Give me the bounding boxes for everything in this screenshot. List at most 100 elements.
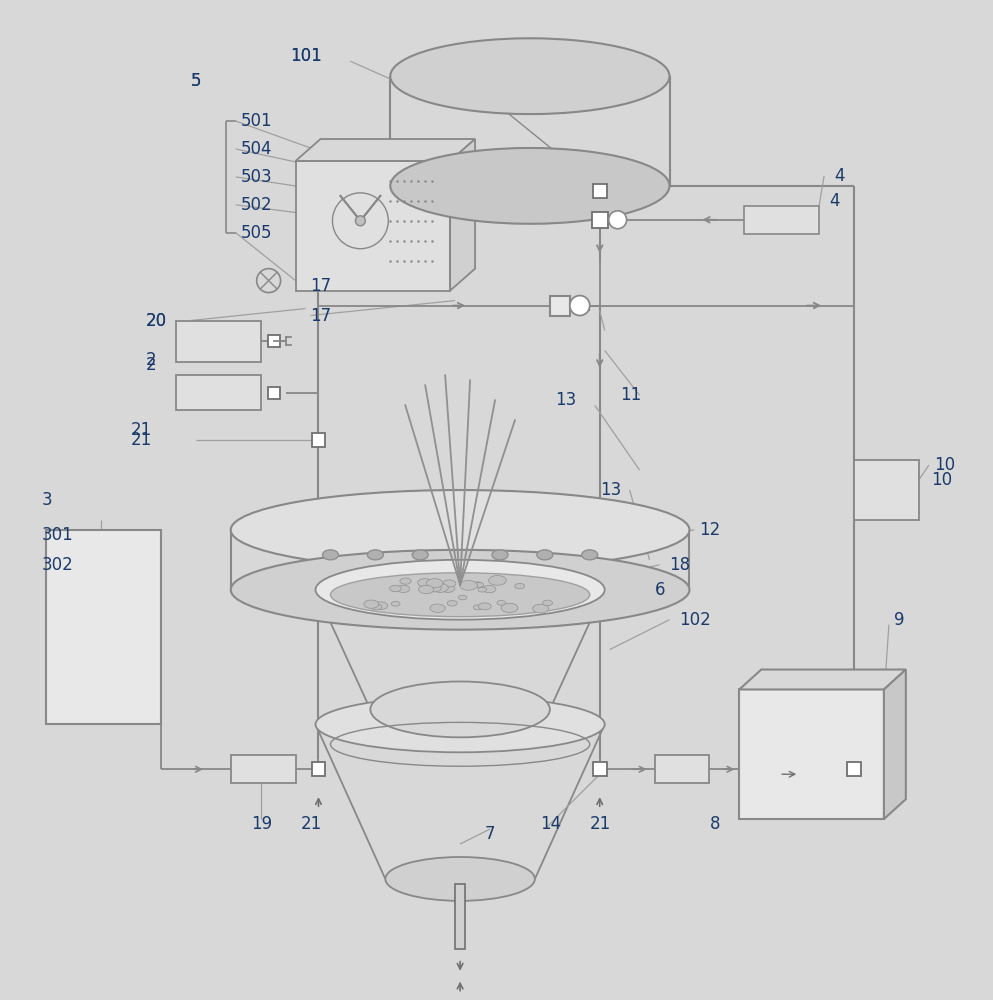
Text: 19: 19 [250,815,272,833]
Text: 4: 4 [834,167,845,185]
Ellipse shape [483,585,496,593]
Ellipse shape [430,604,445,612]
Text: 11: 11 [570,297,591,315]
Text: 7: 7 [485,825,496,843]
Bar [268,387,280,399]
Text: 21: 21 [610,187,631,205]
Ellipse shape [373,602,387,610]
Text: 101: 101 [291,47,323,65]
Ellipse shape [391,601,400,606]
Circle shape [256,269,281,293]
Ellipse shape [443,580,456,587]
Text: 21: 21 [131,421,152,439]
Ellipse shape [385,857,535,901]
Ellipse shape [501,603,518,613]
Text: 21: 21 [131,431,152,449]
Bar [176,321,260,362]
Ellipse shape [426,579,443,588]
Ellipse shape [390,148,669,224]
Text: 9: 9 [894,611,905,629]
Ellipse shape [396,585,410,593]
Ellipse shape [542,600,552,606]
Bar [296,161,450,291]
Ellipse shape [370,681,550,737]
Text: 12: 12 [699,521,721,539]
Ellipse shape [418,579,432,587]
Bar [455,884,465,949]
Text: 13: 13 [555,391,576,409]
Text: 10: 10 [930,471,952,489]
Text: 5: 5 [191,72,202,90]
Text: 14: 14 [540,815,561,833]
Ellipse shape [428,584,441,592]
Bar [268,335,280,347]
Bar [854,460,919,520]
Ellipse shape [532,604,549,613]
Polygon shape [296,139,475,161]
Bar [550,296,570,316]
Ellipse shape [331,573,590,617]
Text: 101: 101 [291,47,323,65]
Text: 21: 21 [301,815,322,833]
Ellipse shape [474,605,483,610]
Ellipse shape [537,550,553,560]
Ellipse shape [316,696,605,752]
Ellipse shape [389,585,401,592]
Polygon shape [740,670,906,689]
Text: 501: 501 [240,112,272,130]
Text: 504: 504 [240,140,272,158]
Text: 17: 17 [311,307,332,325]
Text: 505: 505 [240,224,272,242]
Bar [593,762,607,776]
Ellipse shape [371,604,381,610]
Ellipse shape [418,585,434,594]
Ellipse shape [367,550,383,560]
Ellipse shape [492,550,508,560]
Text: 2: 2 [146,356,157,374]
Bar [593,184,607,198]
Text: 13: 13 [600,481,621,499]
Text: 17: 17 [311,277,332,295]
Text: 302: 302 [42,556,73,574]
Ellipse shape [459,595,467,600]
Text: 4: 4 [829,192,839,210]
Text: 301: 301 [42,526,73,544]
Circle shape [570,296,590,316]
Ellipse shape [473,582,483,587]
Ellipse shape [582,550,598,560]
Text: 5: 5 [191,72,202,90]
Ellipse shape [316,560,605,620]
Polygon shape [450,139,475,291]
Ellipse shape [412,550,428,560]
Ellipse shape [496,600,505,605]
Circle shape [333,193,388,249]
Ellipse shape [323,550,339,560]
Text: 21: 21 [585,184,606,202]
Text: 11: 11 [620,386,640,404]
Circle shape [609,211,627,229]
Bar [847,762,861,776]
Bar [740,689,884,819]
Text: 8: 8 [709,815,720,833]
Ellipse shape [390,38,669,114]
Bar [230,755,296,783]
Text: 6: 6 [654,581,665,599]
Ellipse shape [475,583,484,587]
Text: 10: 10 [933,456,955,474]
Bar [312,433,326,447]
Ellipse shape [479,603,492,610]
Ellipse shape [230,490,689,570]
Text: 20: 20 [146,312,167,330]
Text: 20: 20 [146,312,167,330]
Text: 18: 18 [669,556,691,574]
Ellipse shape [363,600,379,608]
Ellipse shape [447,601,457,606]
Ellipse shape [400,578,411,584]
Text: 502: 502 [240,196,272,214]
Bar [592,212,608,228]
Text: 3: 3 [42,491,52,509]
Bar [654,755,709,783]
Text: 102: 102 [679,611,711,629]
Ellipse shape [432,583,448,592]
Ellipse shape [441,585,455,592]
